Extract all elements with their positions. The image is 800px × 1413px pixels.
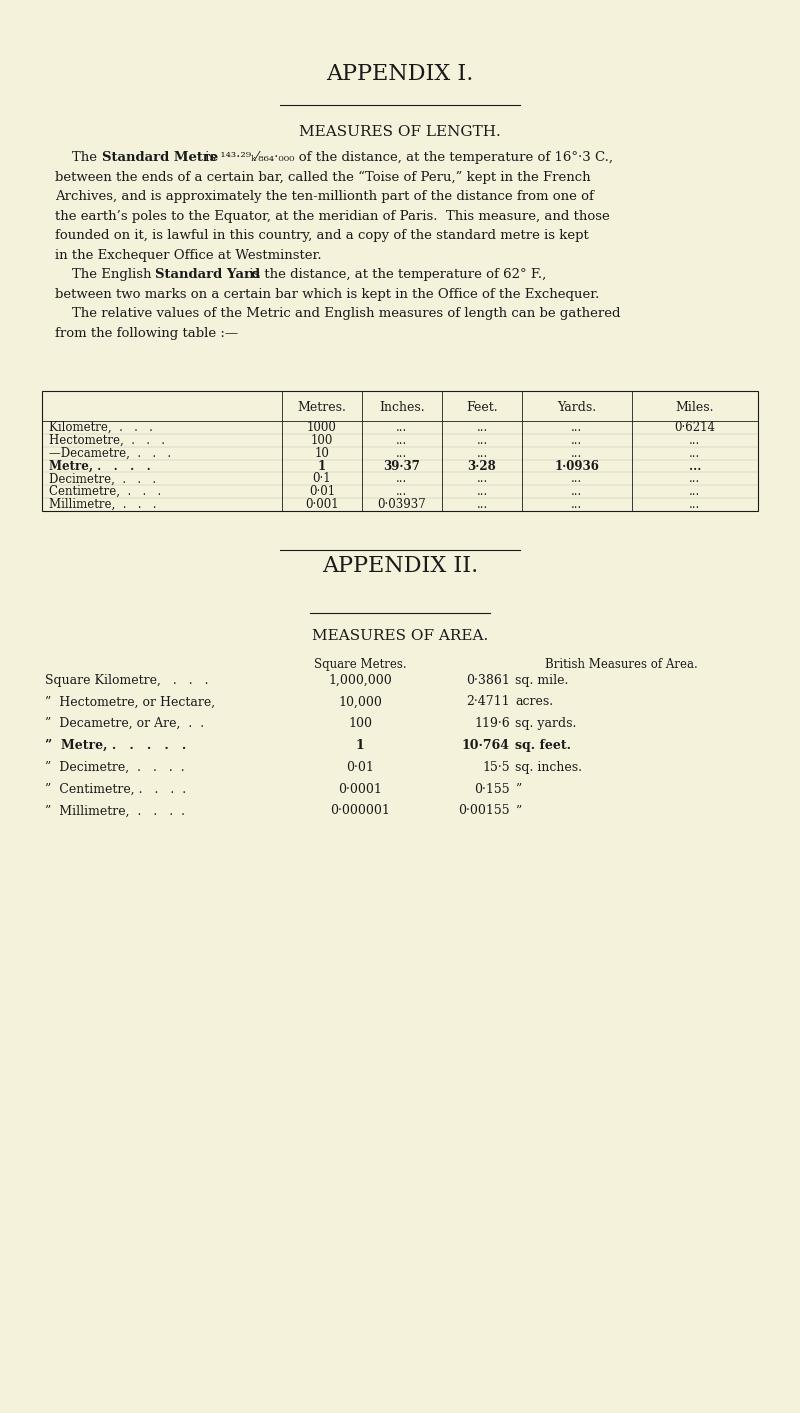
Text: ”  Decametre, or Are,  .  .: ” Decametre, or Are, . . <box>45 718 204 731</box>
Text: ...: ... <box>690 472 701 485</box>
Text: ...: ... <box>690 434 701 447</box>
Text: ...: ... <box>396 421 408 434</box>
Text: 10·764: 10·764 <box>462 739 510 752</box>
Text: 10: 10 <box>314 447 330 459</box>
Text: 0·01: 0·01 <box>309 485 335 499</box>
Text: 10,000: 10,000 <box>338 695 382 708</box>
Text: 3·28: 3·28 <box>468 459 496 472</box>
Text: from the following table :—: from the following table :— <box>55 326 238 339</box>
Text: Metre, .   .   .   .: Metre, . . . . <box>49 459 150 472</box>
Text: Miles.: Miles. <box>676 401 714 414</box>
Text: APPENDIX I.: APPENDIX I. <box>326 64 474 85</box>
Text: 15·5: 15·5 <box>482 760 510 774</box>
Text: ”: ” <box>515 783 522 796</box>
Text: ”  Millimetre,  .   .   .  .: ” Millimetre, . . . . <box>45 804 185 817</box>
Text: ...: ... <box>476 472 488 485</box>
Text: ”: ” <box>515 804 522 817</box>
Text: 100: 100 <box>348 718 372 731</box>
Text: sq. feet.: sq. feet. <box>515 739 571 752</box>
Text: 0·3861: 0·3861 <box>466 674 510 687</box>
Text: ”  Centimetre, .   .   .  .: ” Centimetre, . . . . <box>45 783 186 796</box>
Text: 1: 1 <box>318 459 326 472</box>
Text: ...: ... <box>571 421 582 434</box>
Text: founded on it, is lawful in this country, and a copy of the standard metre is ke: founded on it, is lawful in this country… <box>55 229 589 242</box>
Text: ...: ... <box>571 434 582 447</box>
Text: is ¹⁴³·²⁹ₖ⁄₈₆₄·₀₀₀ of the distance, at the temperature of 16°·3 C.,: is ¹⁴³·²⁹ₖ⁄₈₆₄·₀₀₀ of the distance, at t… <box>201 151 613 164</box>
Text: ...: ... <box>571 497 582 512</box>
Text: ...: ... <box>476 434 488 447</box>
Text: Metres.: Metres. <box>298 401 346 414</box>
Text: sq. inches.: sq. inches. <box>515 760 582 774</box>
Text: is the distance, at the temperature of 62° F.,: is the distance, at the temperature of 6… <box>245 268 546 281</box>
Text: 100: 100 <box>311 434 333 447</box>
Text: ...: ... <box>571 447 582 459</box>
Text: 39·37: 39·37 <box>383 459 421 472</box>
Text: in the Exchequer Office at Westminster.: in the Exchequer Office at Westminster. <box>55 249 322 261</box>
Text: between the ends of a certain bar, called the “Toise of Peru,” kept in the Frenc: between the ends of a certain bar, calle… <box>55 171 590 184</box>
Text: Standard Metre: Standard Metre <box>102 151 218 164</box>
Text: 1: 1 <box>356 739 364 752</box>
Text: ...: ... <box>476 485 488 499</box>
Text: 0·01: 0·01 <box>346 760 374 774</box>
Text: ...: ... <box>396 472 408 485</box>
Text: Feet.: Feet. <box>466 401 498 414</box>
Text: The English: The English <box>55 268 156 281</box>
Text: Millimetre,  .   .   .: Millimetre, . . . <box>49 497 157 512</box>
Text: ...: ... <box>571 485 582 499</box>
Text: 0·000001: 0·000001 <box>330 804 390 817</box>
Text: ...: ... <box>689 459 701 472</box>
Text: sq. yards.: sq. yards. <box>515 718 576 731</box>
Text: 2·4711: 2·4711 <box>466 695 510 708</box>
Text: the earth’s poles to the Equator, at the meridian of Paris.  This measure, and t: the earth’s poles to the Equator, at the… <box>55 209 610 222</box>
Text: 0·0001: 0·0001 <box>338 783 382 796</box>
Text: MEASURES OF LENGTH.: MEASURES OF LENGTH. <box>299 124 501 138</box>
Text: ...: ... <box>476 497 488 512</box>
Text: Square Kilometre,   .   .   .: Square Kilometre, . . . <box>45 674 209 687</box>
Text: The: The <box>55 151 102 164</box>
Text: ...: ... <box>396 434 408 447</box>
Text: ...: ... <box>476 447 488 459</box>
Text: MEASURES OF AREA.: MEASURES OF AREA. <box>312 629 488 643</box>
Text: ”  Decimetre,  .   .   .  .: ” Decimetre, . . . . <box>45 760 185 774</box>
Text: 1000: 1000 <box>307 421 337 434</box>
Text: 0·001: 0·001 <box>305 497 339 512</box>
Text: Decimetre,  .   .   .: Decimetre, . . . <box>49 472 156 485</box>
Text: ...: ... <box>690 485 701 499</box>
Text: acres.: acres. <box>515 695 553 708</box>
Text: Hectometre,  .   .   .: Hectometre, . . . <box>49 434 165 447</box>
Text: British Measures of Area.: British Measures of Area. <box>545 658 698 671</box>
Text: 0·6214: 0·6214 <box>674 421 715 434</box>
Text: Inches.: Inches. <box>379 401 425 414</box>
Text: Archives, and is approximately the ten-millionth part of the distance from one o: Archives, and is approximately the ten-m… <box>55 189 594 203</box>
Text: Square Metres.: Square Metres. <box>314 658 406 671</box>
Text: Yards.: Yards. <box>558 401 597 414</box>
Text: ...: ... <box>690 447 701 459</box>
Text: APPENDIX II.: APPENDIX II. <box>322 555 478 577</box>
Text: 0·1: 0·1 <box>313 472 331 485</box>
Text: 1,000,000: 1,000,000 <box>328 674 392 687</box>
Text: ...: ... <box>571 472 582 485</box>
Text: The relative values of the Metric and English measures of length can be gathered: The relative values of the Metric and En… <box>55 307 621 319</box>
Text: Centimetre,  .   .   .: Centimetre, . . . <box>49 485 162 499</box>
Text: ...: ... <box>396 447 408 459</box>
Text: ...: ... <box>396 485 408 499</box>
Text: 119·6: 119·6 <box>474 718 510 731</box>
Text: ...: ... <box>476 421 488 434</box>
Text: ”  Hectometre, or Hectare,: ” Hectometre, or Hectare, <box>45 695 215 708</box>
Bar <box>42 391 758 512</box>
Text: Kilometre,  .   .   .: Kilometre, . . . <box>49 421 153 434</box>
Text: sq. mile.: sq. mile. <box>515 674 568 687</box>
Text: —Decametre,  .   .   .: —Decametre, . . . <box>49 447 171 459</box>
Text: 0·03937: 0·03937 <box>378 497 426 512</box>
Text: between two marks on a certain bar which is kept in the Office of the Exchequer.: between two marks on a certain bar which… <box>55 287 599 301</box>
Text: 1·0936: 1·0936 <box>554 459 599 472</box>
Text: 0·00155: 0·00155 <box>458 804 510 817</box>
Text: 0·155: 0·155 <box>474 783 510 796</box>
Text: ”  Metre, .   .   .   .   .: ” Metre, . . . . . <box>45 739 186 752</box>
Text: ...: ... <box>690 497 701 512</box>
Text: Standard Yard: Standard Yard <box>155 268 260 281</box>
